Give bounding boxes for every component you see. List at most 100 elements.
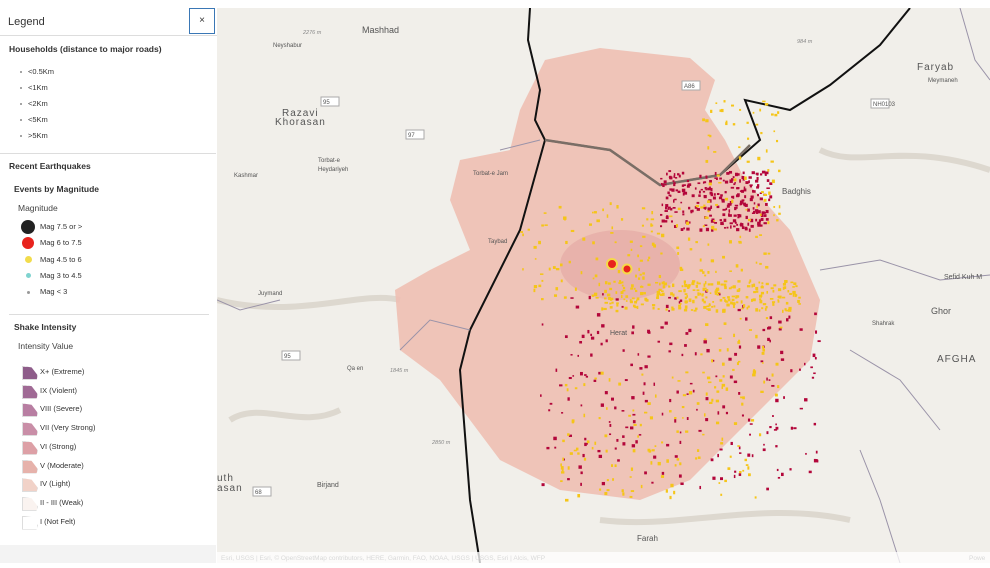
impact-dot [541,224,544,227]
impact-dot [742,171,745,175]
impact-dot [790,426,794,430]
impact-dot [731,298,735,302]
impact-dot [562,457,564,461]
impact-dot [767,337,770,341]
impact-dot [816,459,819,463]
impact-dot [651,481,654,484]
impact-dot [652,306,655,310]
impact-dot [728,214,732,217]
impact-dot [722,213,726,217]
impact-dot [647,283,651,286]
impact-dot [713,193,716,196]
impact-dot [548,409,551,412]
impact-dot [579,341,583,344]
impact-dot [624,379,628,382]
impact-dot [703,338,707,341]
impact-dot [709,214,712,217]
impact-dot [679,440,682,444]
impact-dot [703,206,707,209]
impact-dot [644,411,648,414]
close-button[interactable]: × [189,8,215,34]
impact-dot [765,265,769,269]
impact-dot [696,201,700,204]
impact-dot [677,380,681,382]
impact-dot [757,345,761,349]
impact-dot [705,159,709,163]
impact-dot [593,211,597,214]
impact-dot [722,296,726,299]
impact-dot [621,305,624,308]
impact-dot [533,288,536,293]
impact-dot [653,382,656,386]
impact-dot [765,218,769,221]
impact-dot [674,297,677,300]
impact-dot [620,295,623,299]
impact-dot [673,173,676,177]
impact-dot [669,175,672,180]
impact-dot [757,193,760,197]
impact-dot [648,450,652,453]
impact-dot [671,283,675,288]
impact-dot [677,207,681,211]
impact-dot [671,306,674,309]
impact-dot [678,474,682,478]
impact-dot [721,198,725,201]
impact-dot [734,172,738,177]
impact-dot [699,258,702,262]
impact-dot [737,360,741,363]
impact-dot [555,287,559,291]
impact-dot [676,296,679,299]
impact-dot [756,205,758,209]
impact-dot [703,181,707,184]
impact-dot [763,198,767,202]
place-label: Mashhad [362,25,399,35]
impact-dot [724,180,729,184]
impact-dot [721,362,725,366]
impact-dot [659,293,664,296]
impact-dot [673,199,675,203]
impact-dot [681,353,684,357]
impact-dot [688,284,691,287]
impact-dot [710,187,713,192]
impact-dot [688,298,692,302]
impact-dot [687,237,691,241]
impact-dot [724,286,727,290]
impact-dot [784,308,787,311]
impact-dot [688,328,692,333]
impact-dot [805,452,807,455]
impact-dot [707,200,711,203]
impact-dot [711,218,715,222]
impact-dot [694,352,697,356]
border [544,138,751,187]
impact-dot [686,393,689,395]
impact-dot [772,302,775,306]
impact-dot [662,183,665,188]
impact-dot [559,384,563,387]
impact-dot [722,255,726,259]
impact-dot [635,274,637,278]
impact-dot [728,209,731,213]
impact-dot [682,213,685,216]
impact-dot [731,104,735,107]
impact-dot [769,182,773,185]
impact-dot [748,228,751,232]
impact-dot [737,280,741,283]
impact-dot [621,291,624,294]
impact-dot [647,259,650,262]
impact-dot [622,435,625,438]
impact-dot [746,306,749,310]
impact-dot [553,294,558,297]
impact-dot [741,307,744,310]
impact-dot [672,293,675,297]
impact-dot [799,328,803,331]
impact-dot [744,226,748,229]
impact-dot [718,482,721,484]
impact-dot [757,156,761,161]
impact-dot [749,184,753,188]
impact-dot [653,455,657,459]
impact-dot [604,301,608,304]
impact-dot [732,176,735,178]
impact-dot [789,292,792,295]
impact-dot [564,383,568,387]
impact-dot [694,206,698,209]
